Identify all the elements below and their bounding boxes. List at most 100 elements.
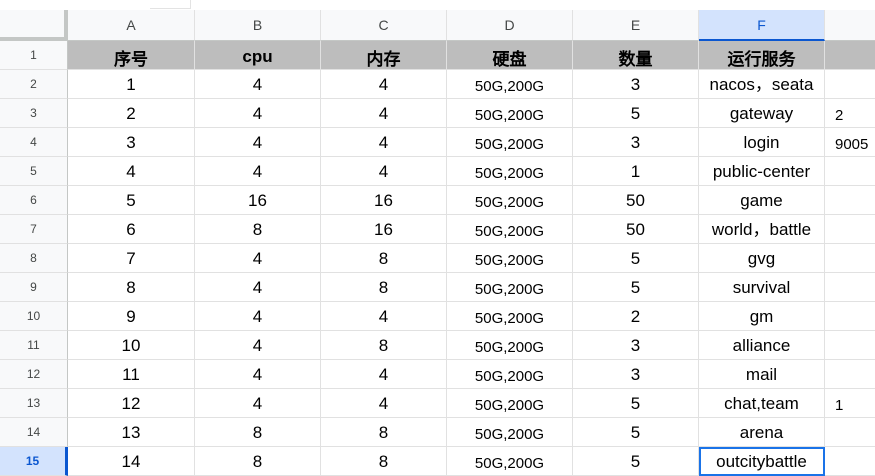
cell-d5[interactable]: 50G,200G [447, 157, 573, 186]
row-header-3[interactable]: 3 [0, 99, 68, 128]
cell-c14[interactable]: 8 [321, 418, 447, 447]
row-header-15[interactable]: 15 [0, 447, 68, 476]
cell-f12[interactable]: mail [699, 360, 825, 389]
row-header-4[interactable]: 4 [0, 128, 68, 157]
cell-c13[interactable]: 4 [321, 389, 447, 418]
cell-a15[interactable]: 14 [68, 447, 195, 476]
cell-d12[interactable]: 50G,200G [447, 360, 573, 389]
cell-g13[interactable]: 1 [825, 389, 875, 418]
cell-a12[interactable]: 11 [68, 360, 195, 389]
cell-g4[interactable]: 9005 [825, 128, 875, 157]
cell-b8[interactable]: 4 [195, 244, 321, 273]
cell-e11[interactable]: 3 [573, 331, 699, 360]
cell-a4[interactable]: 3 [68, 128, 195, 157]
cell-d7[interactable]: 50G,200G [447, 215, 573, 244]
row-header-9[interactable]: 9 [0, 273, 68, 302]
header-cell-c[interactable]: 内存 [321, 41, 447, 70]
header-cell-a[interactable]: 序号 [68, 41, 195, 70]
header-cell-f[interactable]: 运行服务 [699, 41, 825, 70]
cell-d4[interactable]: 50G,200G [447, 128, 573, 157]
cell-a6[interactable]: 5 [68, 186, 195, 215]
column-header-c[interactable]: C [321, 10, 447, 41]
cell-f15[interactable]: outcitybattle [699, 447, 825, 476]
row-header-13[interactable]: 13 [0, 389, 68, 418]
cell-b13[interactable]: 4 [195, 389, 321, 418]
cell-g6[interactable] [825, 186, 875, 215]
cell-f6[interactable]: game [699, 186, 825, 215]
cell-c8[interactable]: 8 [321, 244, 447, 273]
cell-f4[interactable]: login [699, 128, 825, 157]
cell-a10[interactable]: 9 [68, 302, 195, 331]
cell-e2[interactable]: 3 [573, 70, 699, 99]
row-header-10[interactable]: 10 [0, 302, 68, 331]
cell-e7[interactable]: 50 [573, 215, 699, 244]
cell-d2[interactable]: 50G,200G [447, 70, 573, 99]
column-header-f[interactable]: F [699, 10, 825, 41]
cell-e8[interactable]: 5 [573, 244, 699, 273]
header-cell-g[interactable] [825, 41, 875, 70]
cell-b5[interactable]: 4 [195, 157, 321, 186]
cell-a13[interactable]: 12 [68, 389, 195, 418]
cell-b14[interactable]: 8 [195, 418, 321, 447]
header-cell-e[interactable]: 数量 [573, 41, 699, 70]
column-header-next[interactable] [825, 10, 875, 41]
cell-g9[interactable] [825, 273, 875, 302]
cell-c6[interactable]: 16 [321, 186, 447, 215]
cell-e15[interactable]: 5 [573, 447, 699, 476]
column-header-b[interactable]: B [195, 10, 321, 41]
cell-g10[interactable] [825, 302, 875, 331]
row-header-6[interactable]: 6 [0, 186, 68, 215]
cell-e5[interactable]: 1 [573, 157, 699, 186]
cell-g3[interactable]: 2 [825, 99, 875, 128]
cell-a5[interactable]: 4 [68, 157, 195, 186]
cell-c11[interactable]: 8 [321, 331, 447, 360]
cell-e4[interactable]: 3 [573, 128, 699, 157]
cell-d13[interactable]: 50G,200G [447, 389, 573, 418]
cell-e13[interactable]: 5 [573, 389, 699, 418]
select-all-corner[interactable] [0, 10, 68, 41]
cell-b11[interactable]: 4 [195, 331, 321, 360]
cell-g15[interactable] [825, 447, 875, 476]
cell-b3[interactable]: 4 [195, 99, 321, 128]
cell-b12[interactable]: 4 [195, 360, 321, 389]
cell-c15[interactable]: 8 [321, 447, 447, 476]
cell-c2[interactable]: 4 [321, 70, 447, 99]
cell-c5[interactable]: 4 [321, 157, 447, 186]
row-header-8[interactable]: 8 [0, 244, 68, 273]
cell-a7[interactable]: 6 [68, 215, 195, 244]
column-header-a[interactable]: A [68, 10, 195, 41]
cell-g5[interactable] [825, 157, 875, 186]
cell-g8[interactable] [825, 244, 875, 273]
cell-e6[interactable]: 50 [573, 186, 699, 215]
header-cell-d[interactable]: 硬盘 [447, 41, 573, 70]
column-header-e[interactable]: E [573, 10, 699, 41]
cell-e9[interactable]: 5 [573, 273, 699, 302]
row-header-1[interactable]: 1 [0, 41, 68, 70]
cell-c7[interactable]: 16 [321, 215, 447, 244]
cell-g12[interactable] [825, 360, 875, 389]
cell-f5[interactable]: public-center [699, 157, 825, 186]
cell-g11[interactable] [825, 331, 875, 360]
cell-f10[interactable]: gm [699, 302, 825, 331]
row-header-12[interactable]: 12 [0, 360, 68, 389]
cell-f13[interactable]: chat,team [699, 389, 825, 418]
cell-b4[interactable]: 4 [195, 128, 321, 157]
row-header-14[interactable]: 14 [0, 418, 68, 447]
cell-e10[interactable]: 2 [573, 302, 699, 331]
row-header-7[interactable]: 7 [0, 215, 68, 244]
cell-e12[interactable]: 3 [573, 360, 699, 389]
cell-b2[interactable]: 4 [195, 70, 321, 99]
cell-f14[interactable]: arena [699, 418, 825, 447]
cell-b7[interactable]: 8 [195, 215, 321, 244]
cell-b10[interactable]: 4 [195, 302, 321, 331]
cell-g14[interactable] [825, 418, 875, 447]
cell-c4[interactable]: 4 [321, 128, 447, 157]
cell-a9[interactable]: 8 [68, 273, 195, 302]
cell-b15[interactable]: 8 [195, 447, 321, 476]
column-header-d[interactable]: D [447, 10, 573, 41]
row-header-11[interactable]: 11 [0, 331, 68, 360]
cell-a8[interactable]: 7 [68, 244, 195, 273]
row-header-2[interactable]: 2 [0, 70, 68, 99]
cell-g2[interactable] [825, 70, 875, 99]
cell-f9[interactable]: survival [699, 273, 825, 302]
